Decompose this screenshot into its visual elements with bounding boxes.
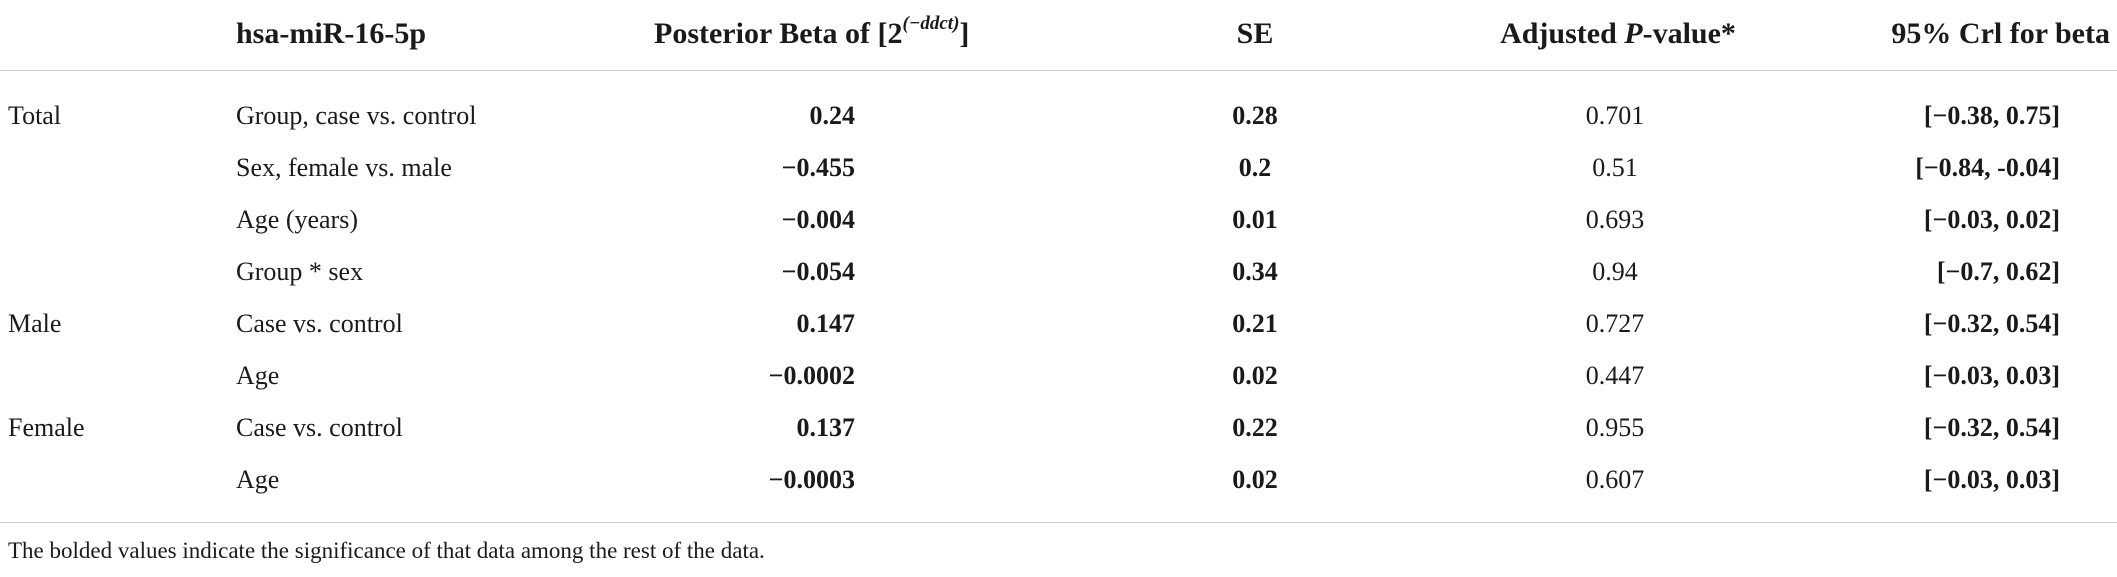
row-p-value: 0.693 <box>1585 205 1645 234</box>
header-beta-prefix: Posterior Beta of [2 <box>654 17 903 50</box>
row-beta: −0.004 <box>781 205 855 234</box>
row-se: 0.21 <box>1232 309 1278 338</box>
header-posterior-beta: Posterior Beta of [2(−ddct)] <box>654 10 969 58</box>
row-section: Male <box>8 309 62 338</box>
row-se: 0.01 <box>1232 205 1278 234</box>
row-se: 0.02 <box>1232 361 1278 390</box>
row-beta: 0.137 <box>796 413 856 442</box>
row-ci: [−0.32, 0.54] <box>1923 413 2060 442</box>
row-beta: −0.0002 <box>768 361 855 390</box>
row-se: 0.22 <box>1232 413 1278 442</box>
row-p-value: 0.447 <box>1585 361 1645 390</box>
header-divider <box>0 70 2117 71</box>
table-row: Total Group, case vs. control 0.24 0.28 … <box>0 96 2117 136</box>
table-row: Age −0.0003 0.02 0.607 [−0.03, 0.03] <box>0 460 2117 500</box>
row-section: Total <box>8 101 62 130</box>
row-se: 0.2 <box>1238 153 1272 182</box>
header-p-italic: P <box>1624 17 1643 50</box>
table-row: Sex, female vs. male −0.455 0.2 0.51 [−0… <box>0 148 2117 188</box>
header-p-suffix: -value* <box>1642 17 1736 50</box>
table-row: Age (years) −0.004 0.01 0.693 [−0.03, 0.… <box>0 200 2117 240</box>
row-variable: Age (years) <box>236 205 358 234</box>
header-credible-interval: 95% Crl for beta <box>1891 17 2110 50</box>
header-p-prefix: Adjusted <box>1500 17 1625 50</box>
row-ci: [−0.38, 0.75] <box>1923 101 2060 130</box>
row-variable: Group, case vs. control <box>236 101 477 130</box>
row-p-value: 0.51 <box>1592 153 1638 182</box>
row-beta: 0.147 <box>796 309 856 338</box>
row-ci: [−0.84, -0.04] <box>1915 153 2060 182</box>
row-ci: [−0.03, 0.03] <box>1923 465 2060 494</box>
row-p-value: 0.727 <box>1585 309 1645 338</box>
table-row: Age −0.0002 0.02 0.447 [−0.03, 0.03] <box>0 356 2117 396</box>
row-ci: [−0.7, 0.62] <box>1936 257 2060 286</box>
row-variable: Age <box>236 465 280 494</box>
header-gene: hsa-miR-16-5p <box>236 17 427 50</box>
row-se: 0.02 <box>1232 465 1278 494</box>
table-row: Male Case vs. control 0.147 0.21 0.727 [… <box>0 304 2117 344</box>
row-variable: Group * sex <box>236 257 364 286</box>
table-row: Female Case vs. control 0.137 0.22 0.955… <box>0 408 2117 448</box>
row-variable: Sex, female vs. male <box>236 153 452 182</box>
row-p-value: 0.607 <box>1585 465 1645 494</box>
row-se: 0.34 <box>1232 257 1278 286</box>
row-ci: [−0.32, 0.54] <box>1923 309 2060 338</box>
header-se: SE <box>1236 17 1274 50</box>
header-beta-exponent: (−ddct) <box>902 13 960 34</box>
row-p-value: 0.94 <box>1592 257 1638 286</box>
row-se: 0.28 <box>1232 101 1278 130</box>
header-beta-suffix: ] <box>959 17 970 50</box>
row-section: Female <box>8 413 85 442</box>
table-footnote: The bolded values indicate the significa… <box>8 538 765 563</box>
row-beta: −0.455 <box>781 153 855 182</box>
row-variable: Age <box>236 361 280 390</box>
row-ci: [−0.03, 0.03] <box>1923 361 2060 390</box>
footer-divider <box>0 522 2117 523</box>
row-p-value: 0.701 <box>1585 101 1645 130</box>
row-ci: [−0.03, 0.02] <box>1923 205 2060 234</box>
table-row: Group * sex −0.054 0.34 0.94 [−0.7, 0.62… <box>0 252 2117 292</box>
row-beta: −0.054 <box>781 257 855 286</box>
row-variable: Case vs. control <box>236 309 403 338</box>
row-variable: Case vs. control <box>236 413 403 442</box>
row-beta: 0.24 <box>809 101 856 130</box>
header-adjusted-p-value: Adjusted P-value* <box>1428 10 1808 58</box>
row-beta: −0.0003 <box>768 465 855 494</box>
row-p-value: 0.955 <box>1585 413 1645 442</box>
